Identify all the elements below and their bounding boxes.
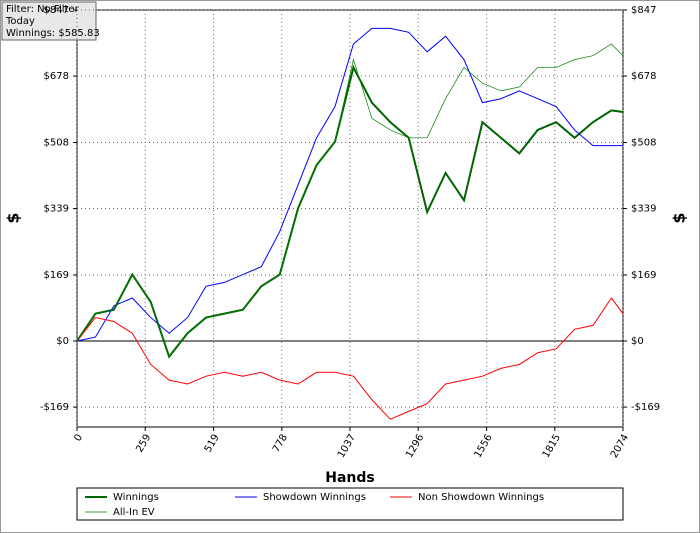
info-text: Today bbox=[5, 16, 35, 27]
x-axis-label: Hands bbox=[325, 470, 375, 486]
y-axis-label-right: $ bbox=[670, 212, 689, 223]
legend-label: All-In EV bbox=[113, 507, 155, 518]
y-tick-label: $0 bbox=[631, 336, 644, 347]
info-text: Winnings: $585.83 bbox=[6, 28, 100, 39]
y-axis-label: $ bbox=[4, 212, 23, 223]
legend-label: Showdown Winnings bbox=[263, 492, 366, 503]
y-tick-label: $169 bbox=[631, 270, 656, 281]
y-tick-label: $847 bbox=[44, 5, 69, 16]
y-tick-label: $508 bbox=[631, 137, 656, 148]
series-line bbox=[76, 297, 624, 420]
y-tick-label: $339 bbox=[44, 204, 69, 215]
series-line bbox=[76, 43, 624, 358]
y-tick-label: $169 bbox=[44, 270, 69, 281]
y-tick-label: $678 bbox=[631, 71, 656, 82]
y-tick-label: $508 bbox=[44, 137, 69, 148]
y-tick-label: $0 bbox=[56, 336, 69, 347]
y-tick-label: $339 bbox=[631, 204, 656, 215]
x-tick-label: 0 bbox=[72, 433, 85, 444]
info-text: Filter: No Filter bbox=[6, 4, 80, 15]
y-tick-label: -$169 bbox=[631, 402, 660, 413]
info-box bbox=[1, 1, 97, 41]
y-tick-label: $678 bbox=[44, 71, 69, 82]
y-tick-label: -$169 bbox=[40, 402, 69, 413]
legend bbox=[76, 487, 624, 521]
legend-label: Winnings bbox=[113, 492, 159, 503]
series-line bbox=[76, 27, 623, 342]
legend-label: Non Showdown Winnings bbox=[418, 492, 544, 503]
y-tick-label: $847 bbox=[631, 5, 656, 16]
